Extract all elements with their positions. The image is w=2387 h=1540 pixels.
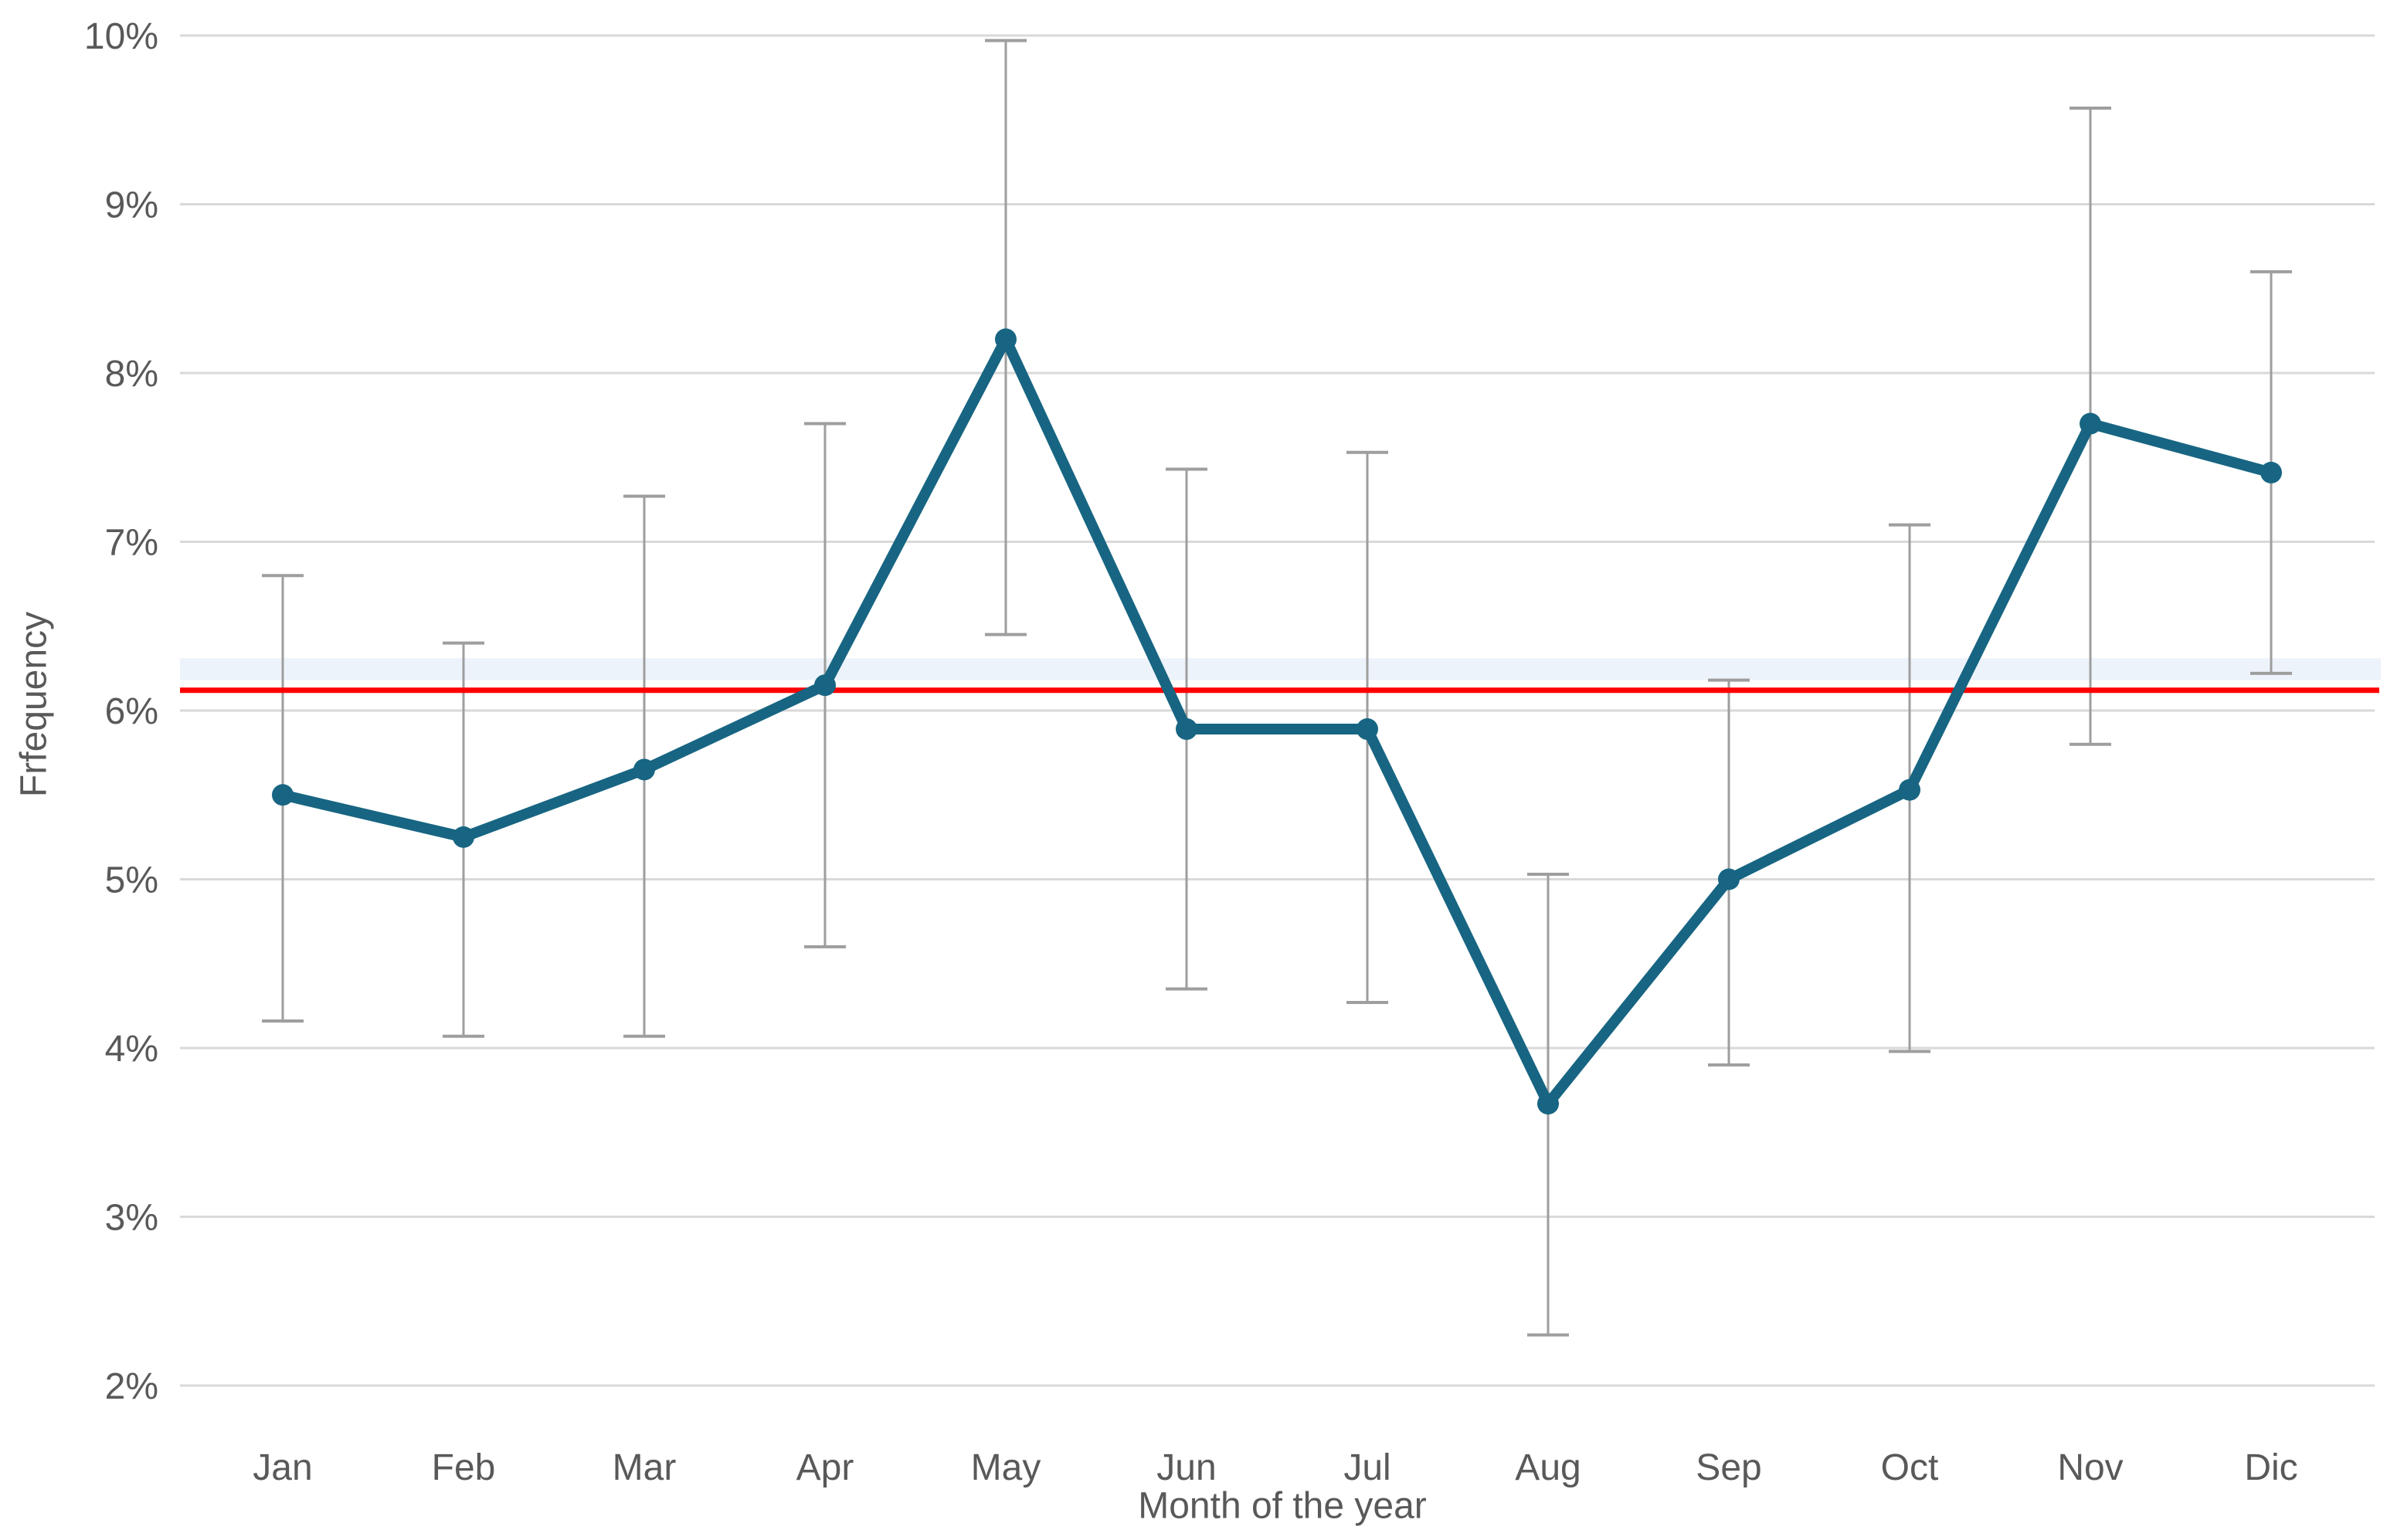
x-tick-label: Sep <box>1696 1447 1761 1488</box>
data-point-marker <box>1176 718 1197 741</box>
x-tick-label: Jan <box>253 1447 312 1488</box>
y-tick-label: 2% <box>105 1366 158 1407</box>
data-point-marker <box>2260 461 2282 483</box>
x-tick-label: Aug <box>1515 1447 1581 1488</box>
x-tick-label: Feb <box>432 1447 496 1488</box>
highlight-band <box>180 658 2381 680</box>
x-tick-label: May <box>971 1447 1041 1488</box>
y-tick-label: 6% <box>105 691 158 732</box>
x-tick-label: Jun <box>1156 1447 1216 1488</box>
series-line <box>277 334 2277 1110</box>
data-point-marker <box>2080 412 2101 435</box>
data-point-marker <box>633 758 655 781</box>
x-tick-label: Mar <box>613 1447 677 1488</box>
data-point-marker <box>814 674 836 697</box>
y-tick-label: 9% <box>105 185 158 226</box>
data-point-marker <box>1537 1093 1559 1115</box>
y-tick-label: 3% <box>105 1198 158 1239</box>
y-tick-label: 8% <box>105 354 158 395</box>
data-point-marker <box>1718 868 1740 890</box>
data-point-marker <box>995 328 1017 351</box>
x-tick-label: Oct <box>1881 1447 1939 1488</box>
y-tick-label: 7% <box>105 523 158 564</box>
y-axis-title: Frfequency <box>13 611 55 798</box>
y-tick-label: 5% <box>105 860 158 901</box>
data-point-marker <box>1899 778 1920 801</box>
x-tick-label: Dic <box>2244 1447 2297 1488</box>
x-tick-label: Apr <box>796 1447 854 1488</box>
x-tick-label: Nov <box>2057 1447 2123 1488</box>
data-point-marker <box>1356 718 1378 741</box>
data-point-marker <box>453 826 474 848</box>
data-point-marker <box>272 784 294 806</box>
x-axis-title: Month of the year <box>1138 1485 1427 1527</box>
y-tick-label: 10% <box>84 16 158 57</box>
x-tick-label: Jul <box>1343 1447 1390 1488</box>
y-tick-label: 4% <box>105 1029 158 1070</box>
